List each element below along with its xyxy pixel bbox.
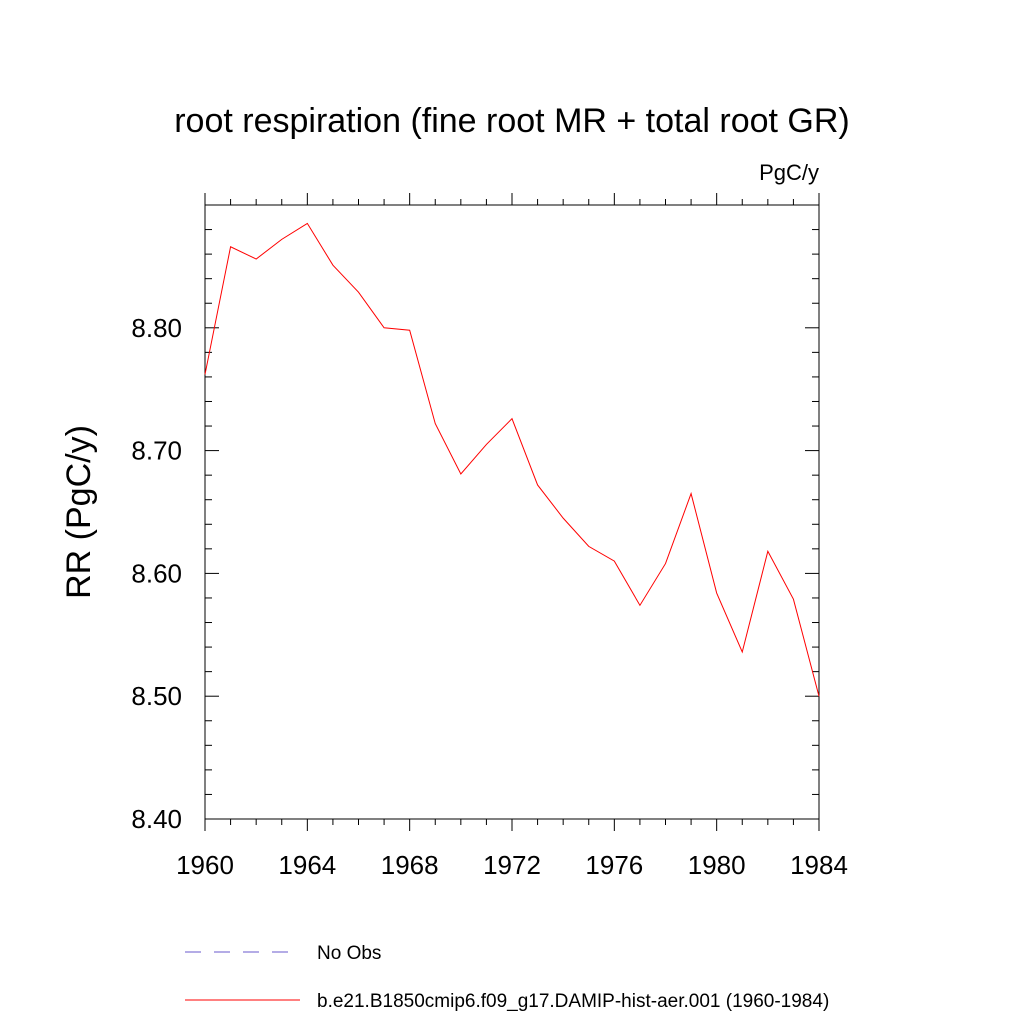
x-tick-label: 1976 bbox=[585, 850, 643, 880]
units-label: PgC/y bbox=[759, 160, 819, 185]
legend-label-no-obs: No Obs bbox=[317, 943, 381, 964]
y-tick-label: 8.70 bbox=[131, 436, 182, 466]
axis-tick-labels: 1960 1964 1968 1972 1976 1980 1984 8.40 8.50 8.60… bbox=[131, 313, 848, 880]
x-tick-label: 1980 bbox=[688, 850, 746, 880]
x-tick-label: 1964 bbox=[278, 850, 336, 880]
y-tick-label: 8.40 bbox=[131, 804, 182, 834]
x-tick-label: 1960 bbox=[176, 850, 234, 880]
x-tick-label: 1984 bbox=[790, 850, 848, 880]
y-tick-label: 8.80 bbox=[131, 313, 182, 343]
y-tick-label: 8.60 bbox=[131, 558, 182, 588]
legend-label-model-run: b.e21.B1850cmip6.f09_g17.DAMIP-hist-aer.… bbox=[317, 991, 829, 1012]
series-line bbox=[204, 222, 820, 697]
legend: No Obs b.e21.B1850cmip6.f09_g17.DAMIP-hi… bbox=[185, 943, 829, 1012]
y-axis-label: RR (PgC/y) bbox=[60, 425, 98, 599]
x-tick-label: 1968 bbox=[381, 850, 439, 880]
data-series bbox=[204, 222, 820, 697]
y-tick-label: 8.50 bbox=[131, 681, 182, 711]
chart-title: root respiration (fine root MR + total r… bbox=[174, 102, 850, 140]
plot-frame bbox=[204, 204, 820, 820]
x-tick-label: 1972 bbox=[483, 850, 541, 880]
axis-ticks bbox=[204, 193, 820, 831]
